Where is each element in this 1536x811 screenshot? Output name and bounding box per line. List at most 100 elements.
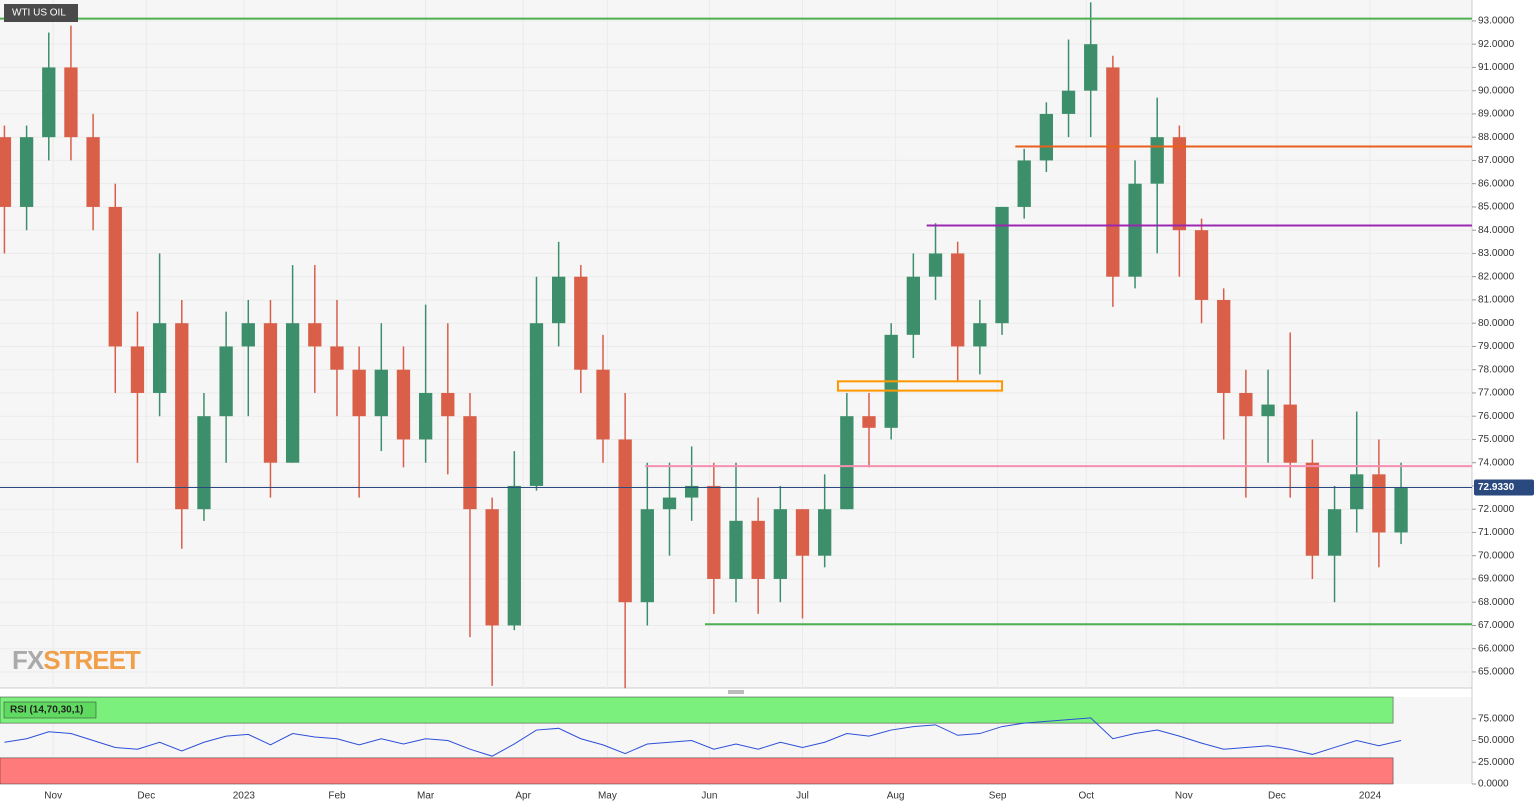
candle-body bbox=[1039, 113, 1054, 161]
candle-body bbox=[1217, 299, 1231, 393]
candle-body bbox=[1394, 487, 1408, 533]
candle-body bbox=[552, 276, 566, 324]
y-tick-label: 79.0000 bbox=[1478, 341, 1515, 352]
oversold-zone bbox=[0, 757, 1394, 785]
candle-body bbox=[574, 276, 588, 370]
candle-body bbox=[1261, 404, 1275, 417]
y-tick-label: 71.0000 bbox=[1478, 527, 1515, 538]
candle-body bbox=[441, 392, 455, 417]
candle-body bbox=[973, 323, 987, 347]
candle-body bbox=[685, 485, 699, 498]
candle-body bbox=[0, 137, 12, 207]
candle-body bbox=[707, 485, 721, 579]
candle-body bbox=[263, 323, 278, 463]
x-tick-label: Dec bbox=[1268, 791, 1286, 802]
last-price-box bbox=[1474, 479, 1534, 496]
zone-box bbox=[836, 380, 1004, 392]
candle-body bbox=[108, 206, 122, 347]
candle-body bbox=[928, 253, 943, 277]
y-tick-label: 86.0000 bbox=[1478, 178, 1515, 189]
chart-title: WTI US OIL bbox=[12, 8, 66, 19]
candle-body bbox=[1372, 474, 1386, 533]
y-tick-label: 93.0000 bbox=[1478, 16, 1515, 27]
y-tick-label: 70.0000 bbox=[1478, 550, 1515, 561]
x-tick-label: Mar bbox=[417, 791, 435, 802]
candle-body bbox=[1239, 392, 1253, 417]
candle-body bbox=[795, 509, 810, 556]
last-price-label: 72.9330 bbox=[1478, 482, 1515, 493]
x-tick-label: 2023 bbox=[233, 791, 256, 802]
y-tick-label: 80.0000 bbox=[1478, 318, 1515, 329]
candle-body bbox=[1150, 137, 1164, 184]
y-tick-label: 69.0000 bbox=[1478, 574, 1515, 585]
candle-body bbox=[1172, 137, 1187, 231]
candle-body bbox=[1283, 404, 1297, 463]
candle-body bbox=[596, 369, 610, 440]
y-tick-label: 88.0000 bbox=[1478, 132, 1515, 143]
candle-body bbox=[1128, 183, 1142, 277]
candle-body bbox=[1327, 509, 1342, 556]
x-tick-label: Sep bbox=[989, 791, 1007, 802]
overbought-zone bbox=[0, 696, 1394, 724]
x-tick-label: Apr bbox=[515, 791, 531, 802]
x-tick-label: May bbox=[598, 791, 617, 802]
x-tick-label: Oct bbox=[1078, 791, 1094, 802]
candle-body bbox=[19, 137, 34, 207]
y-tick-label: 87.0000 bbox=[1478, 155, 1515, 166]
candle-body bbox=[152, 323, 167, 393]
y-tick-label: 84.0000 bbox=[1478, 225, 1515, 236]
candle-body bbox=[751, 520, 765, 579]
candle-body bbox=[396, 369, 411, 440]
y-tick-label: 82.0000 bbox=[1478, 271, 1515, 282]
candle-body bbox=[529, 323, 544, 486]
candle-body bbox=[130, 346, 145, 393]
watermark: FXSTREET bbox=[12, 645, 141, 675]
candle-body bbox=[485, 509, 499, 626]
y-tick-label: 50.0000 bbox=[1478, 735, 1515, 746]
candle-body bbox=[285, 323, 300, 463]
candle-body bbox=[241, 323, 255, 347]
candle-body bbox=[729, 520, 743, 579]
candle-body bbox=[463, 416, 477, 510]
candle-body bbox=[219, 346, 233, 417]
candle-body bbox=[352, 369, 366, 417]
y-tick-label: 76.0000 bbox=[1478, 411, 1515, 422]
candle-body bbox=[1305, 462, 1320, 556]
title-box bbox=[4, 4, 78, 22]
x-tick-label: Feb bbox=[328, 791, 346, 802]
resize-handle[interactable] bbox=[728, 690, 744, 694]
candle-body bbox=[86, 137, 100, 207]
candle-body bbox=[1084, 44, 1098, 91]
y-tick-label: 0.0000 bbox=[1478, 779, 1509, 790]
candle-body bbox=[1017, 160, 1031, 207]
y-tick-label: 74.0000 bbox=[1478, 457, 1515, 468]
x-tick-label: Aug bbox=[887, 791, 905, 802]
candle-body bbox=[308, 323, 322, 347]
candle-body bbox=[1350, 474, 1364, 510]
candle-body bbox=[773, 509, 787, 579]
candle-body bbox=[995, 206, 1009, 324]
y-tick-label: 68.0000 bbox=[1478, 597, 1515, 608]
candle-body bbox=[618, 439, 632, 603]
y-tick-label: 25.0000 bbox=[1478, 757, 1515, 768]
candle-body bbox=[1194, 230, 1209, 300]
y-tick-label: 85.0000 bbox=[1478, 202, 1515, 213]
candle-body bbox=[951, 253, 965, 347]
x-tick-label: Nov bbox=[44, 791, 62, 802]
watermark-part: STREET bbox=[43, 645, 141, 675]
y-tick-label: 65.0000 bbox=[1478, 667, 1515, 678]
candle-body bbox=[197, 416, 211, 510]
candle-body bbox=[418, 392, 433, 440]
candle-body bbox=[906, 276, 920, 335]
candle-body bbox=[840, 416, 854, 510]
candle-body bbox=[374, 369, 388, 417]
y-tick-label: 78.0000 bbox=[1478, 364, 1515, 375]
x-tick-label: Jul bbox=[796, 791, 809, 802]
rsi-title-box bbox=[3, 701, 97, 719]
x-tick-label: 2024 bbox=[1359, 791, 1382, 802]
y-tick-label: 66.0000 bbox=[1478, 643, 1515, 654]
candle-body bbox=[64, 67, 78, 138]
candle-body bbox=[1106, 67, 1120, 277]
